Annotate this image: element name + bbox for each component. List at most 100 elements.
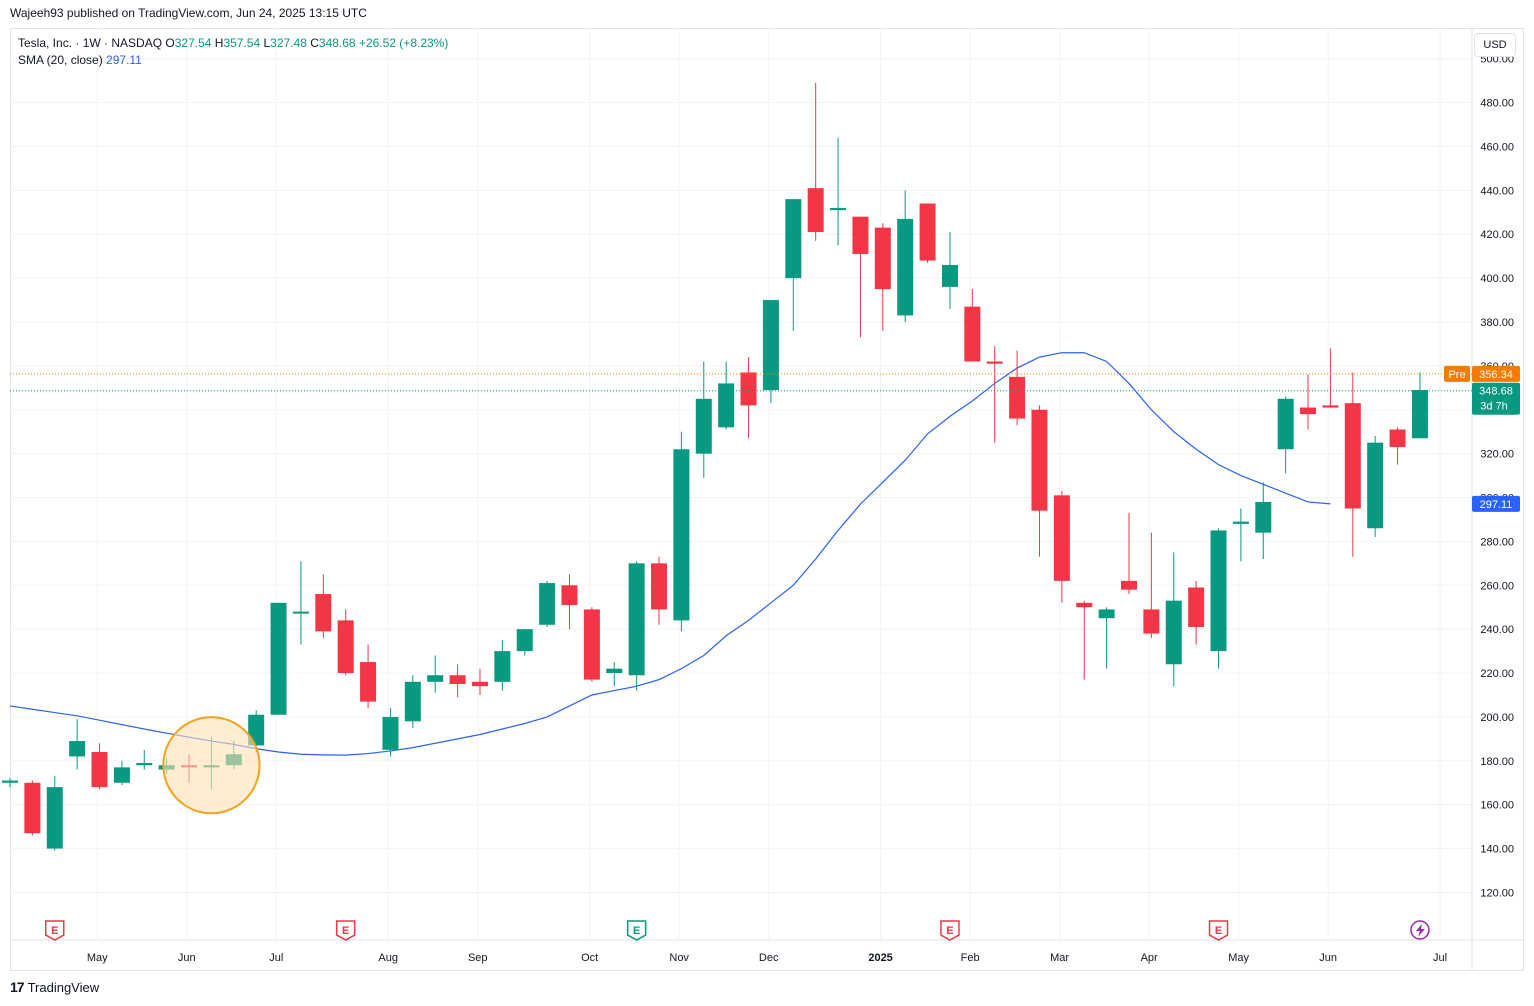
candle-body <box>964 306 981 362</box>
candle[interactable] <box>2 778 18 788</box>
candle[interactable] <box>941 232 958 309</box>
candle[interactable] <box>1411 372 1428 439</box>
tradingview-brand[interactable]: 17 TradingView <box>10 979 99 995</box>
dividend-icon[interactable] <box>1410 920 1430 940</box>
candle[interactable] <box>807 82 824 241</box>
candle[interactable] <box>1322 348 1339 408</box>
candle[interactable] <box>516 629 533 656</box>
candle[interactable] <box>427 655 444 693</box>
pre-price-value: 356.34 <box>1479 369 1513 381</box>
candle-body <box>628 563 645 676</box>
candle[interactable] <box>919 203 936 263</box>
earnings-icon[interactable]: E <box>940 920 960 941</box>
candle[interactable] <box>1076 600 1093 680</box>
candle[interactable] <box>494 640 511 691</box>
candle[interactable] <box>673 431 690 632</box>
candle-body <box>740 372 757 406</box>
candle[interactable] <box>1053 490 1070 603</box>
candle-body <box>1143 609 1160 634</box>
legend-low-value: 327.48 <box>270 36 307 50</box>
candle[interactable] <box>1344 372 1361 557</box>
candle[interactable] <box>1009 350 1026 426</box>
candle[interactable] <box>315 574 332 638</box>
candle[interactable] <box>986 346 1003 443</box>
earnings-icon-letter: E <box>1215 925 1222 937</box>
candle[interactable] <box>830 137 847 246</box>
candle[interactable] <box>24 780 41 836</box>
candle-body <box>897 218 914 316</box>
candle-body <box>360 662 377 702</box>
candle[interactable] <box>785 199 802 331</box>
earnings-icon[interactable]: E <box>626 920 647 941</box>
candle[interactable] <box>874 223 891 331</box>
legend-change: +26.52 (+8.23%) <box>358 36 449 50</box>
chart-frame[interactable] <box>10 28 1524 971</box>
candle[interactable] <box>606 662 623 687</box>
candle-body <box>1098 609 1115 619</box>
candle-body <box>1210 530 1227 652</box>
price-tags: Pre 356.34 348.68 3d 7h 297.11 <box>1444 365 1520 512</box>
candle[interactable] <box>561 574 578 630</box>
candle[interactable] <box>449 664 466 698</box>
candle[interactable] <box>471 668 488 695</box>
candle[interactable] <box>113 760 130 785</box>
candle[interactable] <box>136 749 153 770</box>
candle[interactable] <box>852 216 869 338</box>
x-tick-label: Jun <box>178 952 196 964</box>
x-tick-label: May <box>87 952 108 964</box>
earnings-icon-letter: E <box>342 925 349 937</box>
candle[interactable] <box>1367 436 1384 538</box>
candle[interactable] <box>628 561 645 691</box>
candle[interactable] <box>718 361 735 430</box>
candle[interactable] <box>1255 482 1272 559</box>
earnings-icon[interactable]: E <box>45 920 65 941</box>
earnings-icon-shape <box>626 920 647 941</box>
candle[interactable] <box>1121 512 1137 595</box>
x-tick-label: Nov <box>669 952 689 964</box>
candle[interactable] <box>292 561 309 645</box>
candle-body <box>919 203 936 261</box>
candle[interactable] <box>1143 532 1160 638</box>
candle[interactable] <box>1389 427 1406 465</box>
candle-body <box>1344 403 1361 509</box>
candle-body <box>270 602 287 715</box>
candle[interactable] <box>695 361 712 478</box>
currency-button[interactable]: USD <box>1474 33 1516 57</box>
candle[interactable] <box>964 289 981 362</box>
candle[interactable] <box>382 708 399 757</box>
earnings-icon[interactable]: E <box>1208 920 1229 941</box>
candle[interactable] <box>539 580 556 627</box>
candle[interactable] <box>1300 374 1317 430</box>
candle[interactable] <box>270 602 287 715</box>
candle[interactable] <box>1210 528 1227 669</box>
legend-open-value: 327.54 <box>174 36 212 50</box>
candle[interactable] <box>583 607 600 682</box>
candle[interactable] <box>337 609 354 676</box>
y-tick-label: 380.00 <box>1480 317 1514 329</box>
sma-line <box>9 352 1331 756</box>
candle[interactable] <box>1232 508 1249 562</box>
price-lines <box>10 373 1472 392</box>
candle[interactable] <box>762 300 779 404</box>
candle[interactable] <box>1277 396 1294 474</box>
candle-body <box>24 782 41 834</box>
candle[interactable] <box>1165 552 1182 687</box>
candle[interactable] <box>1098 607 1115 669</box>
candle[interactable] <box>91 743 108 790</box>
candle[interactable] <box>404 675 421 728</box>
candle[interactable] <box>69 719 86 770</box>
candle-body <box>46 787 63 849</box>
candle[interactable] <box>897 190 914 322</box>
candle[interactable] <box>46 776 63 851</box>
candle[interactable] <box>1188 580 1205 645</box>
y-tick-label: 480.00 <box>1480 98 1514 110</box>
x-tick-label: 2025 <box>868 952 892 964</box>
earnings-icon[interactable]: E <box>335 920 356 941</box>
x-tick-label: Feb <box>961 952 980 964</box>
candle[interactable] <box>1031 405 1048 557</box>
candle[interactable] <box>651 556 668 625</box>
candle[interactable] <box>360 644 377 709</box>
candle[interactable] <box>740 357 757 439</box>
x-tick-label: Mar <box>1050 952 1069 964</box>
